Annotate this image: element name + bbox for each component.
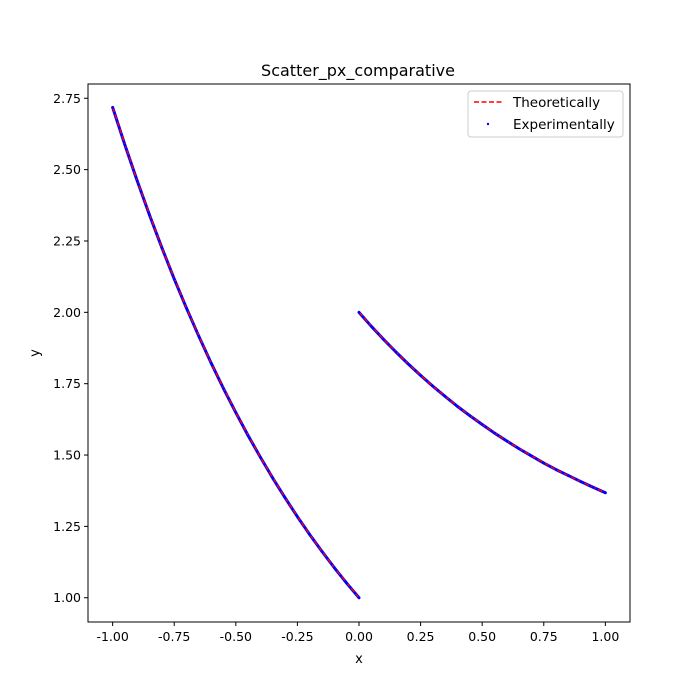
theoretically-line-1: [358, 311, 606, 494]
experimentally-point: [443, 395, 447, 398]
experimentally-point: [406, 362, 410, 366]
experimentally-point: [542, 461, 546, 465]
experimentally-point: [308, 533, 312, 536]
y-axis-label: y: [28, 349, 43, 357]
experimentally-trace-1: [357, 310, 607, 495]
experimentally-point: [468, 414, 472, 417]
y-tick-label: 1.50: [53, 448, 81, 463]
experimentally-point: [333, 566, 336, 570]
experimentally-point: [185, 307, 188, 310]
experimentally-point: [234, 411, 238, 414]
x-tick-label: -0.75: [158, 629, 190, 644]
experimentally-point: [283, 496, 287, 500]
x-axis-ticks: -1.00 -0.75 -0.50 -0.25 0.00 0.25 0.50 0.75 1.00: [96, 622, 619, 644]
x-tick-label: 0.75: [530, 629, 558, 644]
experimentally-point: [259, 456, 262, 459]
experimentally-point: [567, 474, 570, 477]
x-axis-label: x: [355, 652, 363, 667]
experimentally-point: [493, 431, 496, 435]
y-tick-label: 2.50: [53, 162, 81, 177]
experimentally-point: [480, 423, 484, 426]
experimentally-point: [135, 179, 139, 183]
legend: Theoretically Experimentally: [467, 90, 624, 138]
experimentally-point: [419, 374, 422, 377]
y-tick-label: 1.25: [53, 519, 81, 534]
chart-title: Scatter_px_comparative: [261, 61, 455, 81]
y-tick-label: 2.00: [53, 305, 81, 320]
experimentally-point: [517, 447, 521, 451]
legend-experimentally-label: Experimentally: [513, 117, 615, 133]
legend-experimentally-swatch: [486, 122, 490, 126]
experimentally-point: [382, 338, 385, 341]
experimentally-point: [345, 581, 348, 585]
y-tick-label: 2.75: [53, 91, 81, 106]
y-tick-label: 1.00: [53, 590, 81, 605]
experimentally-point: [160, 246, 164, 250]
experimentally-point: [394, 350, 398, 354]
experimentally-point: [554, 468, 558, 471]
experimentally-point: [246, 434, 250, 437]
experimentally-point: [123, 143, 127, 147]
experimentally-point: [604, 491, 607, 495]
y-axis-ticks: 1.00 1.25 1.50 1.75 2.00 2.25 2.50 2.75: [53, 91, 88, 605]
experimentally-point: [222, 387, 225, 390]
x-tick-label: -1.00: [96, 629, 128, 644]
experimentally-point: [148, 213, 151, 217]
experimentally-point: [209, 361, 213, 365]
experimentally-point: [591, 485, 595, 489]
legend-theoretically-label: Theoretically: [512, 95, 600, 111]
experimentally-point: [320, 550, 324, 553]
experimentally-point: [505, 439, 509, 443]
experimentally-trace-0: [111, 105, 361, 600]
x-tick-label: 0.50: [468, 629, 496, 644]
experimentally-point: [357, 596, 361, 600]
legend-box: [467, 90, 624, 138]
experimentally-point: [172, 277, 176, 281]
x-tick-label: 0.25: [407, 629, 435, 644]
theoretically-line-0: [111, 107, 360, 599]
experimentally-point: [579, 480, 583, 483]
y-tick-label: 2.25: [53, 233, 81, 248]
experimentally-point: [357, 311, 361, 314]
experimentally-point: [197, 335, 201, 338]
experimentally-point: [271, 476, 275, 480]
experimentally-point: [296, 515, 299, 518]
x-tick-label: 0.00: [345, 629, 373, 644]
experimentally-point: [370, 325, 373, 328]
experimentally-point: [456, 405, 459, 408]
plot-frame: [87, 83, 631, 623]
x-tick-label: 1.00: [591, 629, 619, 644]
experimentally-point: [111, 106, 114, 109]
x-tick-label: -0.25: [281, 629, 313, 644]
y-tick-label: 1.75: [53, 376, 81, 391]
experimentally-point: [431, 384, 435, 388]
experimentally-point: [530, 454, 533, 458]
series-layer: [111, 105, 607, 600]
x-tick-label: -0.50: [220, 629, 252, 644]
